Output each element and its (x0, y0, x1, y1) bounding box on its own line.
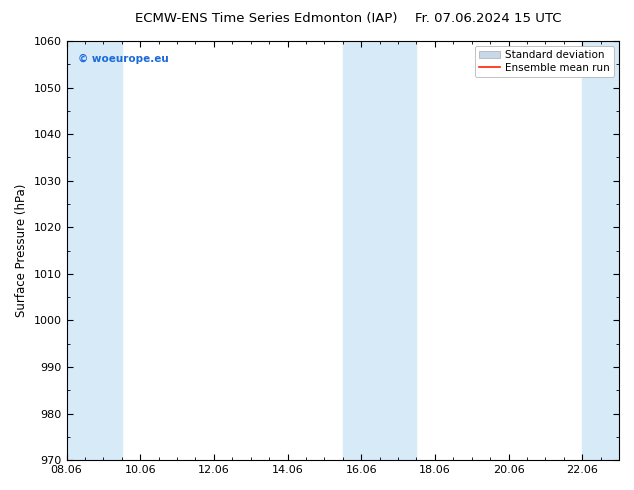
Text: ECMW-ENS Time Series Edmonton (IAP): ECMW-ENS Time Series Edmonton (IAP) (135, 12, 398, 25)
Bar (582, 41, 619, 460)
Bar (67, 41, 122, 460)
Legend: Standard deviation, Ensemble mean run: Standard deviation, Ensemble mean run (475, 46, 614, 76)
Text: Fr. 07.06.2024 15 UTC: Fr. 07.06.2024 15 UTC (415, 12, 562, 25)
Text: © woeurope.eu: © woeurope.eu (77, 53, 169, 64)
Bar (343, 41, 417, 460)
Y-axis label: Surface Pressure (hPa): Surface Pressure (hPa) (15, 184, 28, 318)
